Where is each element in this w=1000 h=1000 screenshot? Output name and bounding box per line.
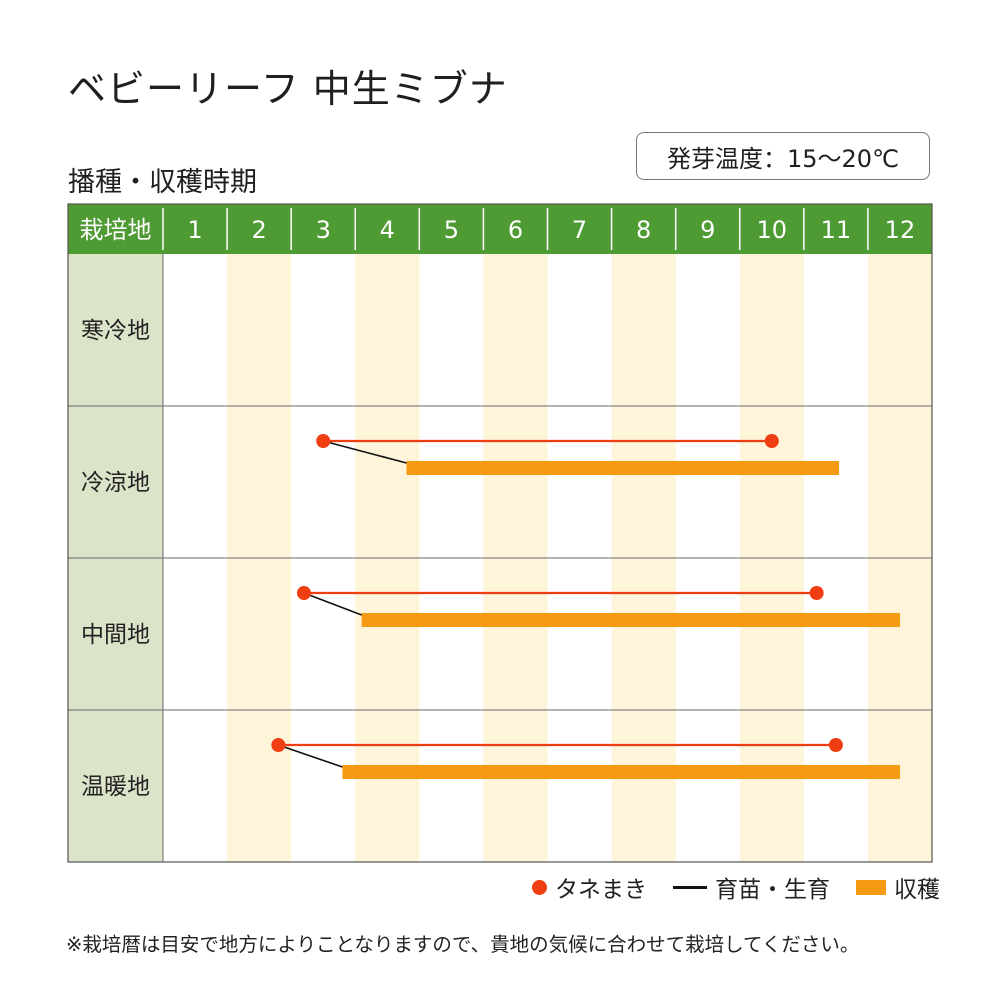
month-label: 9 xyxy=(700,216,715,244)
nursery-line xyxy=(278,744,343,768)
header-row xyxy=(68,204,932,254)
region-label: 寒冷地 xyxy=(81,318,150,344)
month-label: 8 xyxy=(636,216,651,244)
month-label: 1 xyxy=(187,216,202,244)
legend-item-nursery: 育苗・生育 xyxy=(673,870,830,904)
nursery-line xyxy=(323,440,407,464)
sowing-start-dot xyxy=(296,586,311,600)
chart-subtitle: 播種・収穫時期 xyxy=(68,167,257,198)
harvest-bar xyxy=(361,613,900,627)
month-label: 10 xyxy=(757,216,788,244)
harvest-bar xyxy=(406,461,840,475)
footnote: ※栽培暦は目安で地方によりことなりますので、貴地の気候に合わせて栽培してください… xyxy=(66,933,860,956)
corner-label: 栽培地 xyxy=(80,216,152,244)
chart-legend: タネまき 育苗・生育 収穫 xyxy=(500,870,940,904)
legend-label-nursery: 育苗・生育 xyxy=(715,877,830,903)
germination-temp-badge: 発芽温度：15～20℃ xyxy=(636,132,930,180)
month-label: 3 xyxy=(316,216,331,244)
month-label: 7 xyxy=(572,216,587,244)
region-label: 中間地 xyxy=(81,622,150,648)
legend-item-harvest: 収穫 xyxy=(856,870,940,904)
sowing-end-dot xyxy=(809,586,824,600)
month-label: 5 xyxy=(444,216,459,244)
harvest-bar-icon xyxy=(856,879,886,895)
nursery-line xyxy=(303,592,362,616)
sowing-dot-icon xyxy=(532,879,547,895)
month-label: 11 xyxy=(821,216,852,244)
sowing-start-dot xyxy=(271,738,286,752)
region-label: 冷涼地 xyxy=(81,470,150,496)
harvest-bar xyxy=(342,765,900,779)
month-label: 4 xyxy=(380,216,395,244)
page-title: ベビーリーフ 中生ミブナ xyxy=(68,67,508,111)
month-label: 6 xyxy=(508,216,523,244)
sowing-end-dot xyxy=(764,434,779,448)
legend-item-sowing: タネまき xyxy=(532,870,647,904)
sowing-end-dot xyxy=(828,738,843,752)
month-label: 2 xyxy=(251,216,266,244)
legend-label-harvest: 収穫 xyxy=(894,877,940,903)
table-border xyxy=(67,203,933,863)
legend-label-sowing: タネまき xyxy=(555,877,647,903)
region-label: 温暖地 xyxy=(81,774,150,800)
sowing-start-dot xyxy=(316,434,331,448)
month-label: 12 xyxy=(885,216,916,244)
nursery-line-icon xyxy=(673,885,707,889)
